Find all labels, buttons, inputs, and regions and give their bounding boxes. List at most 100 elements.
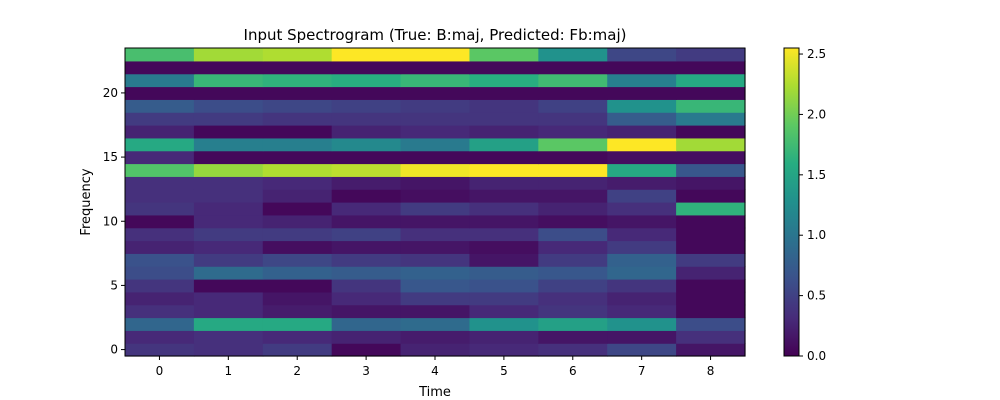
heatmap-cell xyxy=(262,99,333,113)
colorbar xyxy=(783,47,800,357)
heatmap-cell xyxy=(676,214,746,229)
colorbar-tick-label: 1.5 xyxy=(807,168,826,182)
heatmap-cell xyxy=(538,343,608,357)
y-tick-label: 10 xyxy=(103,214,118,228)
heatmap-cell xyxy=(331,266,402,280)
heatmap-cell xyxy=(193,150,264,165)
heatmap-cell xyxy=(400,99,471,113)
heatmap-cell xyxy=(125,202,195,216)
heatmap-cell xyxy=(469,189,539,203)
heatmap-cell xyxy=(262,330,333,344)
heatmap-cell xyxy=(676,99,746,113)
heatmap-cell xyxy=(607,73,677,88)
heatmap-cell xyxy=(676,266,746,280)
heatmap-cell xyxy=(469,266,539,280)
heatmap-cell xyxy=(607,214,677,229)
heatmap-cell xyxy=(469,240,539,254)
heatmap-cell xyxy=(400,330,471,344)
heatmap-cell xyxy=(331,317,402,331)
heatmap-cell xyxy=(676,291,746,306)
heatmap-cell xyxy=(125,176,195,190)
heatmap-cell xyxy=(262,163,333,177)
x-tick-label: 6 xyxy=(569,364,577,378)
x-tick-label: 3 xyxy=(362,364,370,378)
heatmap-cell xyxy=(193,137,264,152)
heatmap-cell xyxy=(262,73,333,88)
x-tick-label: 0 xyxy=(156,364,164,378)
heatmap-cell xyxy=(125,291,195,306)
heatmap-cell xyxy=(331,150,402,165)
heatmap-cell xyxy=(676,279,746,293)
heatmap-cell xyxy=(400,48,471,62)
heatmap-cell xyxy=(538,330,608,344)
heatmap-cell xyxy=(607,86,677,100)
heatmap-cell xyxy=(538,317,608,331)
y-axis-label: Frequency xyxy=(79,168,94,235)
y-tick-label: 15 xyxy=(103,150,118,164)
heatmap-cell xyxy=(607,176,677,190)
heatmap-cell xyxy=(676,125,746,139)
heatmap-cell xyxy=(193,125,264,139)
heatmap-cell xyxy=(262,176,333,190)
heatmap-cell xyxy=(538,304,608,319)
heatmap-cell xyxy=(538,176,608,190)
heatmap-cell xyxy=(125,214,195,229)
heatmap-cell xyxy=(262,343,333,357)
heatmap-cell xyxy=(331,125,402,139)
heatmap-cell xyxy=(676,202,746,216)
heatmap-cell xyxy=(193,99,264,113)
heatmap-cell xyxy=(331,227,402,242)
heatmap-cell xyxy=(262,112,333,126)
heatmap-cell xyxy=(538,125,608,139)
heatmap-cell xyxy=(607,189,677,203)
heatmap-cell xyxy=(538,189,608,203)
heatmap-cell xyxy=(331,99,402,113)
heatmap-cell xyxy=(469,48,539,62)
heatmap-cell xyxy=(607,202,677,216)
heatmap-cell xyxy=(400,150,471,165)
heatmap-cell xyxy=(400,240,471,254)
colorbar-tick-label: 2.5 xyxy=(807,47,826,61)
heatmap-cell xyxy=(538,291,608,306)
heatmap-cell xyxy=(262,266,333,280)
heatmap-cell xyxy=(676,86,746,100)
x-axis-label: Time xyxy=(418,385,451,400)
heatmap-cell xyxy=(193,202,264,216)
heatmap-cell xyxy=(331,304,402,319)
heatmap-cell xyxy=(538,202,608,216)
heatmap-cell xyxy=(193,73,264,88)
heatmap-cell xyxy=(538,137,608,152)
heatmap-cell xyxy=(469,202,539,216)
heatmap-cell xyxy=(469,73,539,88)
heatmap-cell xyxy=(469,150,539,165)
heatmap-cell xyxy=(125,60,195,75)
heatmap-cell xyxy=(331,253,402,267)
heatmap-cell xyxy=(193,48,264,62)
heatmap-cell xyxy=(676,227,746,242)
heatmap-cell xyxy=(125,150,195,165)
heatmap-cell xyxy=(125,279,195,293)
y-axis-ticks: 0 5 10 15 20 xyxy=(103,86,125,357)
chart-title: Input Spectrogram (True: B:maj, Predicte… xyxy=(244,26,627,44)
heatmap-cell xyxy=(125,227,195,242)
heatmap-cell xyxy=(676,253,746,267)
heatmap-cell xyxy=(193,330,264,344)
heatmap-cell xyxy=(469,60,539,75)
heatmap-cell xyxy=(607,227,677,242)
heatmap-cell xyxy=(676,60,746,75)
heatmap-cell xyxy=(262,60,333,75)
heatmap-cell xyxy=(125,125,195,139)
x-tick-label: 7 xyxy=(638,364,646,378)
heatmap-cell xyxy=(538,240,608,254)
heatmap-cell xyxy=(125,48,195,62)
heatmap-cell xyxy=(125,112,195,126)
heatmap-cell xyxy=(469,253,539,267)
heatmap-cell xyxy=(262,317,333,331)
colorbar-tick-label: 1.0 xyxy=(807,228,826,242)
heatmap-cell xyxy=(607,253,677,267)
heatmap-cell xyxy=(676,137,746,152)
heatmap-cell xyxy=(331,73,402,88)
heatmap-cell xyxy=(262,202,333,216)
heatmap-cell xyxy=(400,176,471,190)
heatmap-cell xyxy=(193,304,264,319)
